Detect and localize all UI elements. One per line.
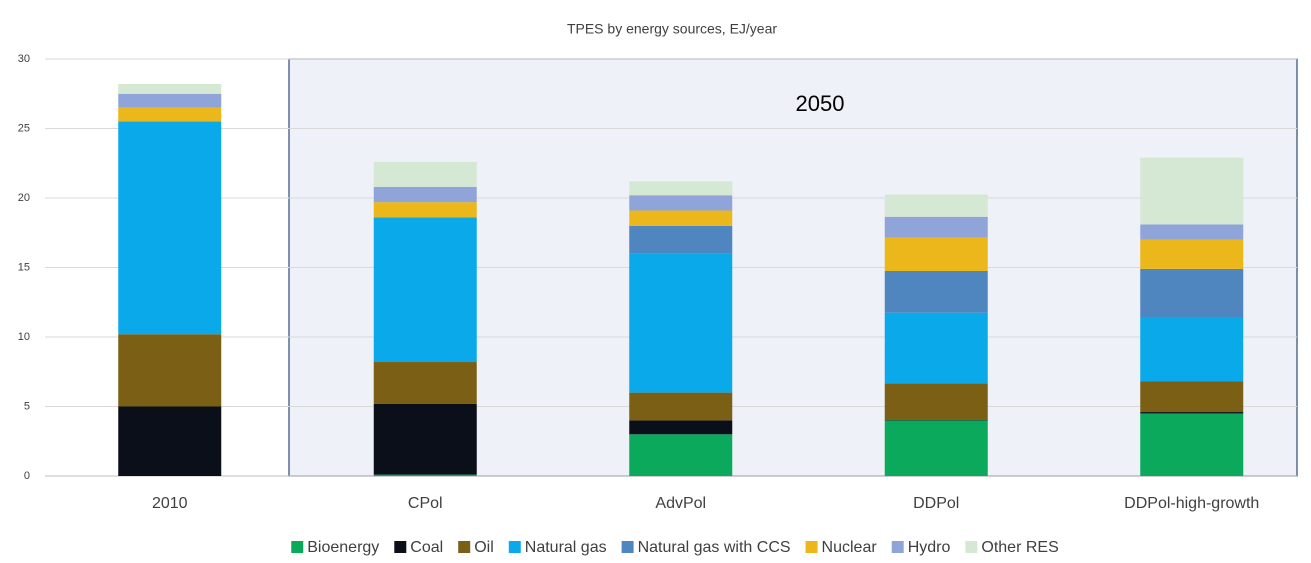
bar-segment bbox=[118, 93, 222, 108]
legend-label: Nuclear bbox=[822, 539, 878, 556]
bar-segment bbox=[884, 194, 988, 217]
y-tick-label: 5 bbox=[24, 400, 30, 412]
bar-segment bbox=[884, 420, 988, 476]
legend-label: Natural gas with CCS bbox=[638, 539, 791, 556]
annotation: 2050 bbox=[796, 91, 845, 116]
legend-label: Bioenergy bbox=[307, 539, 379, 556]
legend-swatch bbox=[458, 541, 471, 553]
bar-segment bbox=[629, 181, 733, 196]
legend-swatch bbox=[291, 541, 304, 553]
legend-swatch bbox=[965, 541, 978, 553]
legend-swatch bbox=[508, 541, 521, 553]
legend-label: Hydro bbox=[908, 539, 951, 556]
x-tick-label: DDPol bbox=[913, 495, 959, 512]
bar-segment bbox=[1140, 268, 1244, 318]
legend-swatch bbox=[394, 541, 407, 553]
legend-swatch bbox=[621, 541, 634, 553]
x-tick-label: DDPol-high-growth bbox=[1124, 495, 1259, 512]
y-tick-label: 30 bbox=[18, 53, 30, 65]
x-tick-label: CPol bbox=[408, 495, 443, 512]
bar-segment bbox=[884, 237, 988, 271]
y-tick-label: 25 bbox=[18, 122, 30, 134]
bar-segment bbox=[884, 216, 988, 238]
bar-segment bbox=[118, 84, 222, 94]
bar-segment bbox=[884, 312, 988, 384]
bar-segment bbox=[884, 383, 988, 420]
bar-segment bbox=[373, 186, 477, 203]
bar-segment bbox=[1140, 157, 1244, 225]
bar-segment bbox=[1140, 381, 1244, 413]
legend-label: Coal bbox=[410, 539, 443, 556]
bar-segment bbox=[629, 195, 733, 211]
bar-segment bbox=[884, 419, 988, 421]
legend-swatch bbox=[805, 541, 818, 553]
bar-segment bbox=[118, 406, 222, 476]
bar-segment bbox=[118, 121, 222, 335]
legend-label: Oil bbox=[474, 539, 494, 556]
bar-segment bbox=[373, 403, 477, 475]
bar-segment bbox=[373, 202, 477, 218]
y-tick-label: 0 bbox=[24, 470, 30, 482]
bar-segment bbox=[629, 420, 733, 435]
y-tick-label: 10 bbox=[18, 331, 30, 343]
chart-title: TPES by energy sources, EJ/year bbox=[567, 21, 777, 37]
x-tick-label: AdvPol bbox=[655, 495, 706, 512]
bar-segment bbox=[1140, 412, 1244, 414]
bar-segment bbox=[373, 217, 477, 363]
legend-swatch bbox=[891, 541, 904, 553]
y-tick-label: 20 bbox=[18, 192, 30, 204]
bar-segment bbox=[118, 334, 222, 407]
bar-segment bbox=[629, 225, 733, 254]
bar-segment bbox=[1140, 224, 1244, 240]
legend-label: Other RES bbox=[981, 539, 1058, 556]
bar-segment bbox=[629, 392, 733, 421]
y-tick-label: 15 bbox=[18, 261, 30, 273]
bar-segment bbox=[1140, 239, 1244, 269]
bar-segment bbox=[1140, 413, 1244, 476]
x-tick-label: 2010 bbox=[152, 495, 188, 512]
bar-segment bbox=[1140, 317, 1244, 382]
bar-segment bbox=[629, 434, 733, 476]
bar-segment bbox=[629, 210, 733, 226]
legend-label: Natural gas bbox=[525, 539, 607, 556]
bar-segment bbox=[629, 253, 733, 393]
bar-segment bbox=[118, 107, 222, 122]
bar-segment bbox=[373, 362, 477, 404]
bar-segment bbox=[373, 474, 477, 476]
bar-segment bbox=[884, 270, 988, 313]
bar-segment bbox=[373, 161, 477, 187]
